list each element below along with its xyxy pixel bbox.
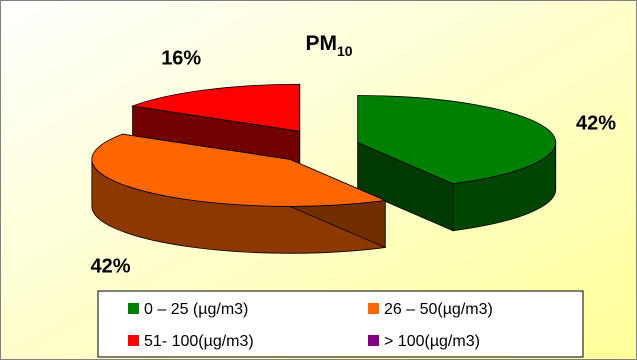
chart-title-subscript: 10 — [337, 43, 353, 59]
legend-label-3: > 100(µg/m3) — [384, 333, 480, 350]
pie-slice-0-top — [357, 95, 557, 185]
pie-slice-0 — [357, 95, 557, 232]
chart-title: PM10 — [305, 32, 352, 59]
pie-slice-2-top — [130, 83, 301, 132]
pie-data-label-1: 42% — [90, 256, 130, 278]
pie-data-label-0: 42% — [576, 112, 616, 134]
legend-label-2: 51- 100(µg/m3) — [144, 333, 254, 350]
legend-box — [97, 290, 584, 358]
chart-title-main: PM — [305, 32, 337, 55]
legend-label-0: 0 – 25 (µg/m3) — [144, 301, 248, 318]
legend-swatch-0 — [128, 303, 139, 314]
pie-slices — [91, 83, 557, 254]
legend-swatch-3 — [368, 335, 379, 346]
legend-swatch-1 — [368, 303, 379, 314]
legend-label-1: 26 – 50(µg/m3) — [384, 301, 493, 318]
pie-data-labels: 16% 42% 42% — [90, 48, 616, 278]
legend-swatch-2 — [128, 335, 139, 346]
legend: 0 – 25 (µg/m3) 26 – 50(µg/m3) 51- 100(µg/m… — [97, 290, 584, 358]
pie-slice-1-top — [91, 133, 387, 207]
pie-data-label-2: 16% — [161, 48, 201, 70]
pie-slice-1 — [91, 133, 387, 254]
